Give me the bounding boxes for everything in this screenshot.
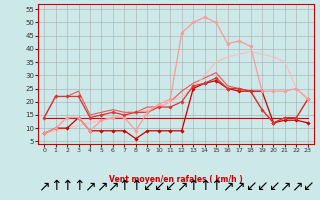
X-axis label: Vent moyen/en rafales ( km/h ): Vent moyen/en rafales ( km/h )	[109, 175, 243, 184]
